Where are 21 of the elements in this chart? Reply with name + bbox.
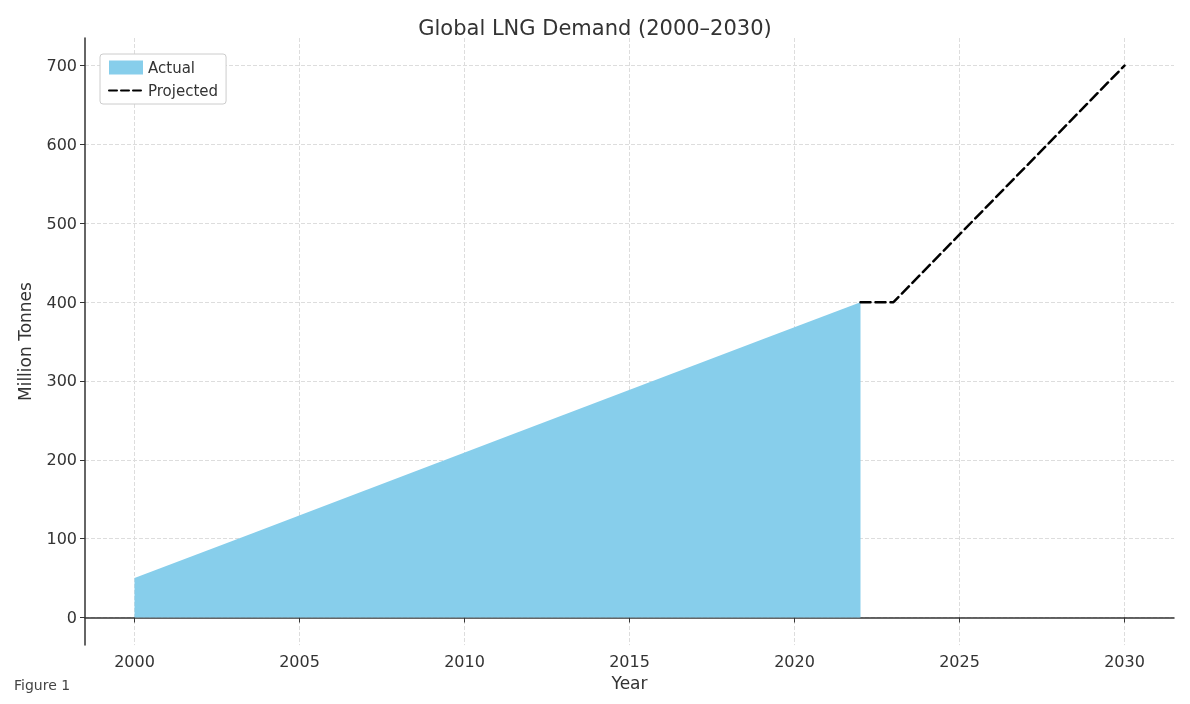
y-tick-label: 600	[46, 134, 77, 154]
y-axis-title: Million Tonnes	[14, 281, 35, 401]
x-tick-label: 2005	[279, 651, 320, 671]
x-tick-label: 2015	[609, 651, 650, 671]
y-tick-label: 0	[66, 608, 77, 627]
y-tick-label: 500	[46, 213, 77, 233]
x-tick-label: 2010	[444, 651, 485, 671]
x-tick-label: 2000	[114, 651, 155, 671]
legend-label: Actual	[148, 58, 195, 77]
y-tick-label: 400	[46, 292, 77, 312]
chart-title: Global LNG Demand (2000–2030)	[418, 15, 772, 40]
x-tick-label: 2030	[1104, 651, 1145, 671]
y-tick-label: 700	[46, 56, 77, 76]
caption: Figure 1	[14, 677, 71, 693]
y-tick-label: 300	[46, 371, 77, 391]
legend-label: Projected	[148, 81, 219, 100]
x-axis-title: Year	[610, 672, 648, 693]
y-tick-label: 200	[46, 450, 77, 470]
x-tick-label: 2020	[774, 651, 815, 671]
x-tick-label: 2025	[939, 651, 980, 671]
y-tick-label: 100	[46, 529, 77, 549]
